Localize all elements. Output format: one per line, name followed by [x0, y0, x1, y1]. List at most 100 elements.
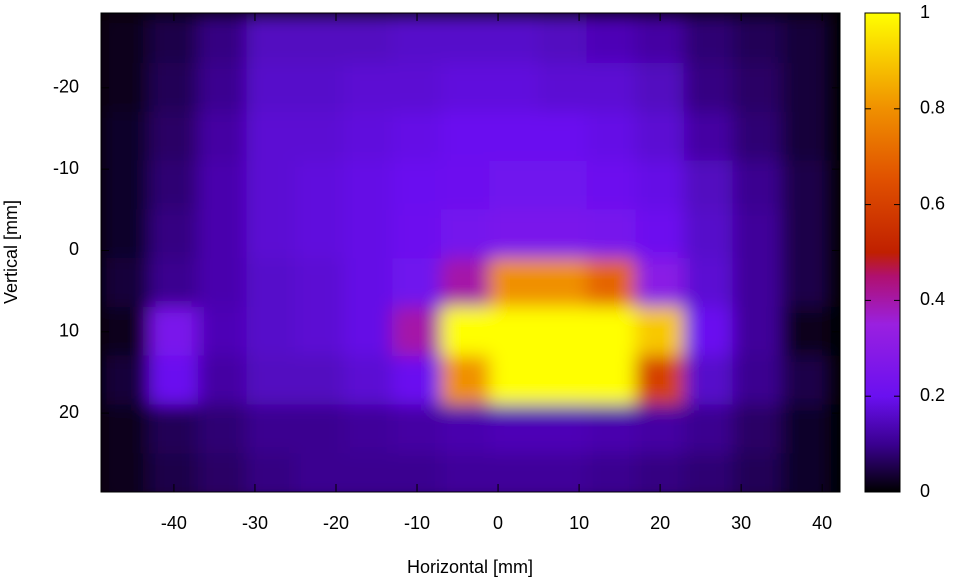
- heat-cell: [538, 14, 588, 64]
- y-tick-label: 10: [59, 321, 79, 341]
- heat-cell: [343, 111, 394, 162]
- heat-cell: [683, 404, 734, 455]
- heat-cell: [440, 258, 491, 308]
- heat-cell: [101, 258, 151, 308]
- heat-cell: [149, 258, 199, 308]
- heat-cell: [197, 160, 248, 211]
- x-tick-label: -20: [323, 513, 349, 533]
- heat-cell: [635, 355, 685, 406]
- heat-cell: [683, 111, 734, 162]
- heat-cell: [781, 14, 831, 64]
- heat-cell: [197, 14, 248, 64]
- y-tick-label: -20: [53, 77, 79, 97]
- heat-cell: [101, 404, 151, 455]
- heat-cell: [635, 14, 685, 64]
- heat-cell: [489, 453, 540, 492]
- heat-cell: [781, 306, 831, 357]
- heat-cell: [538, 258, 588, 308]
- heat-cell: [246, 209, 296, 260]
- heat-cell: [586, 355, 637, 406]
- heat-cell: [586, 62, 637, 113]
- x-tick-label: -30: [242, 513, 268, 533]
- heat-cell: [586, 160, 637, 211]
- heat-cell: [781, 209, 831, 260]
- colorbar-tick-label: 0.4: [920, 289, 945, 309]
- x-axis-label: Horizontal [mm]: [407, 557, 533, 577]
- heat-cell: [149, 404, 199, 455]
- heat-cell: [683, 62, 734, 113]
- heat-cell: [197, 355, 248, 406]
- heat-cell: [489, 209, 540, 260]
- heat-cell: [635, 404, 685, 455]
- heat-cell: [489, 14, 540, 64]
- heat-cell: [294, 453, 345, 492]
- x-tick-label: 20: [650, 513, 670, 533]
- heat-cell: [732, 160, 783, 211]
- heat-cell: [246, 258, 296, 308]
- heat-cell: [149, 111, 199, 162]
- heat-cell: [294, 111, 345, 162]
- heat-cell: [197, 404, 248, 455]
- heat-cell: [586, 258, 637, 308]
- heat-cell: [392, 355, 442, 406]
- heat-cell: [635, 111, 685, 162]
- heatmap: [101, 14, 831, 492]
- heat-cell: [781, 453, 831, 492]
- heat-cell: [538, 453, 588, 492]
- plot-frame: [100, 12, 841, 493]
- heat-cell: [732, 404, 783, 455]
- heat-cell: [635, 62, 685, 113]
- heat-cell: [489, 62, 540, 113]
- heat-cell: [732, 209, 783, 260]
- heat-cell: [440, 14, 491, 64]
- heat-cell: [197, 62, 248, 113]
- heat-cell: [586, 306, 637, 357]
- heat-cell: [392, 160, 442, 211]
- x-tick-label: 10: [569, 513, 589, 533]
- heat-cell: [440, 209, 491, 260]
- heat-cell: [392, 258, 442, 308]
- heat-cell: [440, 306, 491, 357]
- heat-cell: [732, 355, 783, 406]
- heat-cell: [489, 160, 540, 211]
- heat-cell: [635, 209, 685, 260]
- y-tick-label: 0: [69, 239, 79, 259]
- heat-cell: [440, 355, 491, 406]
- heat-cell: [343, 404, 394, 455]
- heat-cell: [294, 62, 345, 113]
- heat-cell: [343, 209, 394, 260]
- heat-cell: [392, 209, 442, 260]
- colorbar: [864, 12, 901, 493]
- heat-cell: [489, 306, 540, 357]
- heat-cell: [781, 160, 831, 211]
- heat-cell: [586, 453, 637, 492]
- heat-cell: [101, 14, 151, 64]
- heat-cell: [343, 258, 394, 308]
- heat-cell: [149, 355, 199, 406]
- heat-cell: [683, 355, 734, 406]
- x-tick-label: 30: [731, 513, 751, 533]
- heat-cell: [732, 306, 783, 357]
- heat-cell: [101, 306, 151, 357]
- heat-cell: [538, 111, 588, 162]
- heat-cell: [732, 453, 783, 492]
- heat-cell: [101, 453, 151, 492]
- colorbar-tick-label: 0: [920, 481, 930, 501]
- heat-cell: [343, 306, 394, 357]
- heat-cell: [781, 62, 831, 113]
- heat-cell: [149, 14, 199, 64]
- heat-cell: [246, 160, 296, 211]
- heat-cell: [781, 111, 831, 162]
- heat-cell: [538, 62, 588, 113]
- heat-cell: [343, 355, 394, 406]
- heat-cell: [294, 209, 345, 260]
- heat-cell: [343, 453, 394, 492]
- heat-cell: [586, 404, 637, 455]
- heat-cell: [343, 62, 394, 113]
- heat-cell: [635, 258, 685, 308]
- heat-cell: [392, 62, 442, 113]
- heat-cell: [197, 453, 248, 492]
- heat-cell: [197, 306, 248, 357]
- heat-cell: [294, 404, 345, 455]
